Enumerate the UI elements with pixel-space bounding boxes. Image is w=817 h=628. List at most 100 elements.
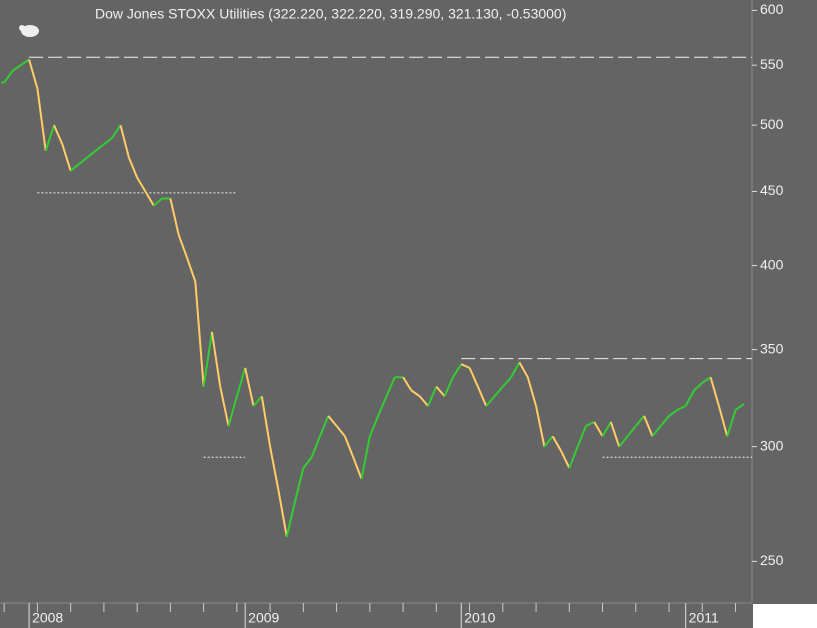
price-segment <box>144 190 155 207</box>
y-tick-label: 350 <box>760 340 784 356</box>
price-segment <box>119 124 130 158</box>
corner <box>753 604 817 628</box>
price-segment <box>210 331 222 387</box>
y-tick-label: 450 <box>760 182 784 198</box>
price-segment <box>86 150 97 159</box>
price-segment <box>734 403 745 411</box>
price-segment <box>136 177 147 192</box>
price-segment <box>443 376 454 397</box>
price-segment <box>659 415 670 427</box>
price-segment <box>177 234 188 259</box>
price-segment <box>70 163 80 172</box>
price-segment <box>335 425 346 437</box>
price-segment <box>36 88 47 151</box>
price-segment <box>693 382 703 392</box>
price-segment <box>493 385 504 397</box>
price-segment <box>28 59 39 89</box>
price-segment <box>476 386 488 407</box>
price-segment <box>485 395 496 407</box>
price-segment <box>285 501 297 537</box>
price-segment <box>202 331 213 387</box>
price-segment <box>377 395 388 417</box>
price-segment <box>3 70 14 84</box>
price-segment <box>618 435 629 448</box>
price-segment <box>352 456 363 480</box>
price-segment <box>94 143 105 152</box>
price-segment <box>169 198 180 236</box>
price-segment <box>368 415 380 437</box>
price-segment <box>510 361 521 378</box>
price-segment <box>418 395 429 407</box>
y-tick-label: 300 <box>760 437 784 453</box>
price-segment <box>194 281 205 387</box>
price-segment <box>609 421 621 447</box>
price-segment <box>701 376 712 384</box>
x-tick-label: 2008 <box>32 610 63 626</box>
x-tick-label: 2010 <box>464 610 495 626</box>
price-segment <box>269 446 280 491</box>
price-segment <box>709 376 720 407</box>
y-tick-label: 600 <box>760 1 784 17</box>
price-segment <box>310 435 321 458</box>
price-segment <box>452 363 463 378</box>
price-segment <box>20 58 30 66</box>
price-segment <box>576 425 587 448</box>
price-segment <box>626 425 637 437</box>
price-segment <box>543 435 554 448</box>
price-segment <box>593 421 604 437</box>
price-segment <box>435 385 446 397</box>
price-segment <box>526 376 538 407</box>
price-segment <box>643 415 654 437</box>
logo <box>19 25 39 37</box>
price-segment <box>244 367 255 407</box>
price-segment <box>502 376 512 388</box>
price-segment <box>410 389 421 398</box>
price-segment <box>44 124 55 152</box>
x-tick-label: 2011 <box>689 610 719 626</box>
price-segment <box>111 124 122 139</box>
price-segment <box>468 367 479 388</box>
price-segment <box>568 446 579 469</box>
y-tick-label: 250 <box>760 552 784 568</box>
price-segment <box>551 435 562 452</box>
chart-title: Dow Jones STOXX Utilities (322.220, 322.… <box>95 6 566 22</box>
price-segment <box>601 421 612 437</box>
price-segment <box>360 436 371 480</box>
price-segment <box>11 64 22 72</box>
price-segment <box>343 435 355 458</box>
y-tick-label: 400 <box>760 256 784 272</box>
price-segment <box>252 395 263 407</box>
price-segment <box>560 450 571 469</box>
price-segment <box>294 467 305 502</box>
price-segment <box>635 415 645 427</box>
price-segment <box>319 415 330 437</box>
price-segment <box>227 395 238 427</box>
price-segment <box>186 257 197 282</box>
price-segment <box>726 409 737 437</box>
price-segment <box>302 456 313 469</box>
price-segment <box>651 425 662 437</box>
price-segment <box>535 405 546 447</box>
price-segment <box>103 137 113 146</box>
price-segment <box>585 421 595 427</box>
price-segment <box>78 156 88 165</box>
price-segment <box>460 363 470 369</box>
price-segment <box>235 367 247 397</box>
price-segment <box>402 376 413 392</box>
y-tick-label: 550 <box>760 56 784 72</box>
price-segment <box>277 489 288 537</box>
price-segment <box>518 361 529 378</box>
price-segment <box>427 386 438 407</box>
y-tick-label: 500 <box>760 116 784 132</box>
x-tick-label: 2009 <box>248 610 279 626</box>
price-segment <box>385 376 396 397</box>
price-segment <box>668 409 678 417</box>
price-segment <box>219 386 230 427</box>
price-segment <box>676 405 687 411</box>
price-segment <box>717 405 729 437</box>
price-segment <box>61 144 72 172</box>
price-segment <box>127 157 139 179</box>
